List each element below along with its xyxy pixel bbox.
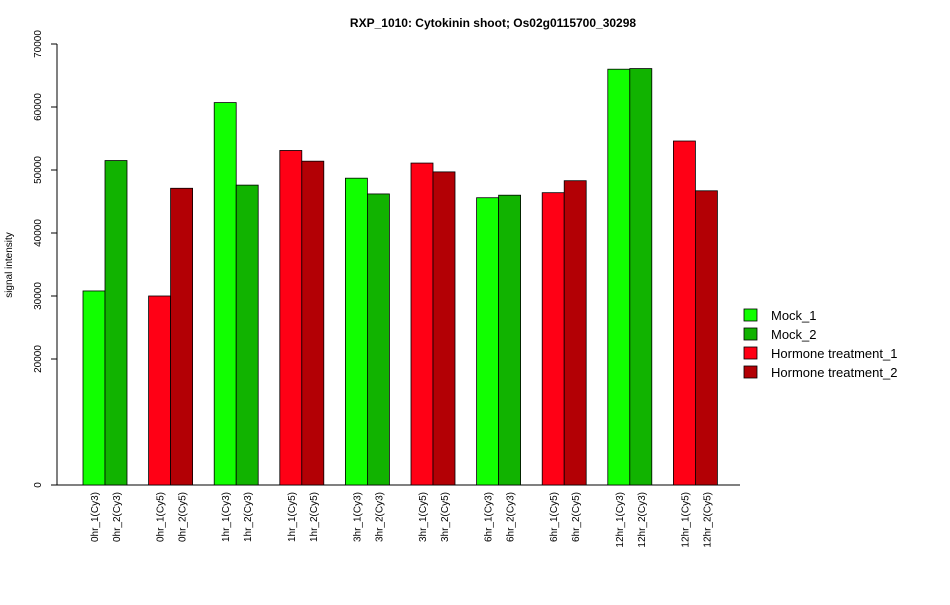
legend-label: Hormone treatment_1 [771,346,897,361]
bar [629,68,653,486]
legend-label: Mock_1 [771,308,817,323]
legend-label: Mock_2 [771,327,817,342]
legend-swatch [743,308,758,322]
bar [541,192,565,486]
bar [410,162,434,486]
y-tick-label: 60000 [33,93,44,121]
legend-swatch [743,346,758,360]
y-tick-label: 70000 [33,30,44,58]
x-tick-label: 3hr_1(Cy5) [418,492,429,542]
x-tick-label: 6hr_2(Cy3) [506,492,517,542]
y-axis-label: signal intensity [4,232,15,298]
bar [607,68,631,486]
x-tick-label: 3hr_1(Cy3) [352,492,363,542]
x-tick-label: 12hr_1(Cy3) [615,492,626,548]
bar [148,295,172,486]
y-tick-label: 20000 [33,345,44,373]
legend-swatch [743,327,758,341]
chart-title: RXP_1010: Cytokinin shoot; Os02g0115700_… [350,16,636,30]
y-tick-label: 50000 [33,156,44,184]
x-tick-label: 6hr_1(Cy3) [484,492,495,542]
bar [170,187,194,486]
x-tick-label: 0hr_1(Cy5) [156,492,167,542]
bar [279,150,303,486]
bar [344,177,368,486]
x-tick-label: 6hr_1(Cy5) [549,492,560,542]
x-tick-label: 1hr_1(Cy5) [287,492,298,542]
legend: Mock_1 Mock_2 Hormone treatment_1 Hormone t… [743,308,897,380]
bar [82,290,106,486]
bars [82,68,718,486]
x-tick-label: 12hr_2(Cy3) [637,492,648,548]
bar [673,140,696,486]
bar [301,160,325,486]
x-tick-label: 0hr_2(Cy5) [178,492,189,542]
x-tick-label: 0hr_1(Cy3) [90,492,101,542]
x-tick-label: 12hr_2(Cy5) [702,492,713,548]
x-tick-label: 3hr_2(Cy3) [374,492,385,542]
bar [563,180,587,486]
bar [476,197,500,486]
bar [213,102,237,486]
bar [235,184,259,486]
bar [432,171,456,486]
y-tick-label: 40000 [33,219,44,247]
x-tick-label: 1hr_2(Cy3) [243,492,254,542]
bar [695,190,718,486]
x-tick-label: 6hr_2(Cy5) [571,492,582,542]
y-tick-label: 30000 [33,282,44,310]
y-tick-label: 0 [33,482,44,488]
legend-swatch [743,365,758,379]
x-tick-label: 12hr_1(Cy5) [680,492,691,548]
x-tick-label: 1hr_1(Cy3) [221,492,232,542]
legend-label: Hormone treatment_2 [771,365,897,380]
bar [366,193,390,486]
bar [104,160,128,486]
x-tick-label: 1hr_2(Cy5) [309,492,320,542]
bar [498,194,522,486]
x-tick-labels: 0hr_1(Cy3) 0hr_2(Cy3) 0hr_1(Cy5) 0hr_2(Cy5)… [90,492,713,548]
x-tick-label: 0hr_2(Cy3) [112,492,123,542]
x-tick-label: 3hr_2(Cy5) [440,492,451,542]
